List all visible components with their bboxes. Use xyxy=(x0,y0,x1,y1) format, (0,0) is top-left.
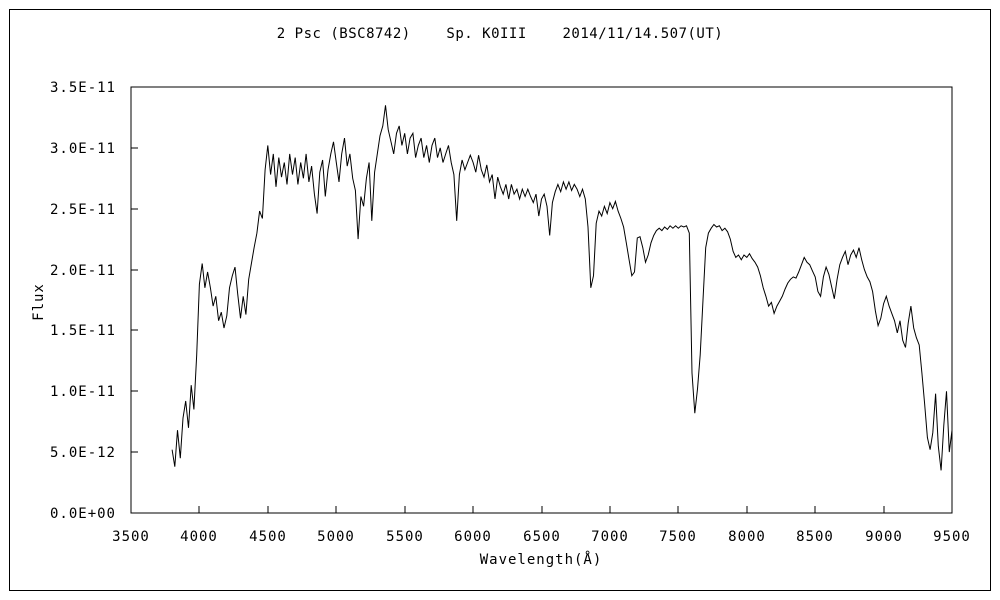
x-tick-label: 4000 xyxy=(180,529,218,545)
x-tick-label: 8500 xyxy=(796,529,834,545)
x-tick-label: 7000 xyxy=(591,529,629,545)
x-tick-label: 9500 xyxy=(933,529,971,545)
y-tick-label: 1.0E-11 xyxy=(50,384,116,400)
spectrum-line xyxy=(171,105,953,471)
window-border xyxy=(9,9,991,591)
chart-title: 2 Psc (BSC8742) Sp. K0III 2014/11/14.507… xyxy=(276,26,724,42)
x-axis-title: Wavelength(Å) xyxy=(479,552,603,568)
x-tick-label: 8000 xyxy=(728,529,766,545)
x-tick-label: 9000 xyxy=(865,529,903,545)
y-tick-label: 5.0E-12 xyxy=(50,445,116,461)
x-tick-label: 3500 xyxy=(112,529,150,545)
y-tick-label: 2.0E-11 xyxy=(50,263,116,279)
x-tick-label: 6500 xyxy=(523,529,561,545)
x-tick-label: 5500 xyxy=(386,529,424,545)
plot-frame xyxy=(130,86,953,514)
x-tick-label: 4500 xyxy=(249,529,287,545)
y-tick-label: 3.0E-11 xyxy=(50,141,116,157)
y-tick-label: 0.0E+00 xyxy=(50,506,116,522)
y-tick-label: 3.5E-11 xyxy=(50,80,116,96)
x-tick-label: 6000 xyxy=(454,529,492,545)
x-tick-label: 5000 xyxy=(317,529,355,545)
y-tick-label: 1.5E-11 xyxy=(50,323,116,339)
x-tick-label: 7500 xyxy=(659,529,697,545)
y-tick-label: 2.5E-11 xyxy=(50,202,116,218)
